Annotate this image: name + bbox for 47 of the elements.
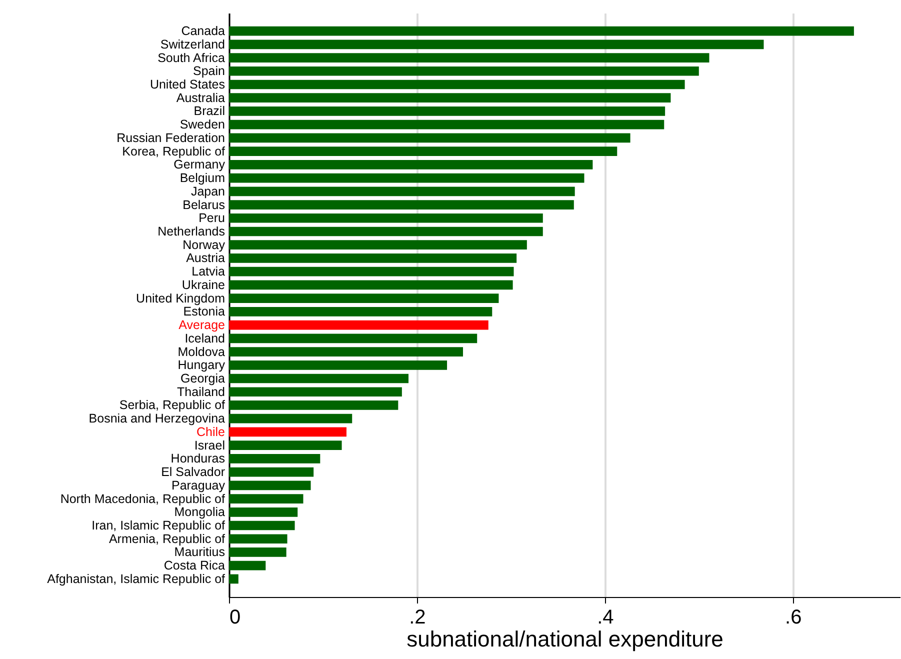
x-tick-label: .2: [409, 606, 426, 628]
y-tick-label: United Kingdom: [136, 291, 225, 306]
y-tick-label: Honduras: [170, 452, 225, 466]
y-tick-label: Canada: [181, 24, 226, 38]
y-tick-label: Estonia: [183, 304, 226, 319]
y-tick-label: Sweden: [180, 118, 226, 132]
y-tick-label: Israel: [194, 438, 225, 452]
y-tick-label: Armenia, Republic of: [108, 532, 226, 546]
y-tick-label: Belarus: [182, 198, 225, 212]
y-tick-label: Norway: [182, 238, 226, 252]
y-tick-label: Austria: [186, 251, 226, 266]
y-tick-label: Germany: [174, 158, 226, 172]
y-tick-label: Paraguay: [171, 478, 226, 492]
y-tick-label: Australia: [176, 90, 226, 105]
y-tick-label: Korea, Republic of: [122, 144, 226, 158]
y-tick-label: Mongolia: [174, 505, 226, 520]
x-tick-label: .6: [785, 606, 802, 628]
y-tick-label: Georgia: [180, 372, 226, 386]
y-tick-label: Thailand: [177, 384, 226, 399]
y-tick-label: Iceland: [184, 331, 226, 346]
x-tick-label: 0: [230, 606, 241, 628]
y-tick-label: South Africa: [158, 50, 226, 65]
y-tick-label: Japan: [190, 184, 226, 198]
y-tick-label: Ukraine: [182, 278, 226, 292]
y-tick-label: Serbia, Republic of: [119, 398, 226, 412]
y-tick-label: Costa Rica: [164, 558, 226, 573]
x-tick-label: .4: [597, 606, 614, 628]
x-axis-title: subnational/national expenditure: [406, 626, 724, 652]
y-tick-label: Iran, Islamic Republic of: [92, 518, 226, 533]
y-tick-label: Russian Federation: [116, 130, 226, 145]
y-tick-label: United States: [150, 77, 225, 92]
y-tick-label: Chile: [196, 424, 226, 439]
y-tick-label: Belgium: [180, 171, 225, 186]
y-tick-label: Netherlands: [158, 224, 225, 238]
y-tick-label: Mauritius: [174, 545, 225, 560]
y-tick-label: Latvia: [192, 264, 226, 279]
y-tick-label: Moldova: [178, 344, 226, 359]
y-tick-label: Afghanistan, Islamic Republic of: [47, 572, 226, 586]
y-tick-label: Switzerland: [160, 37, 226, 52]
y-tick-label: El Salvador: [161, 465, 225, 480]
y-tick-label: Peru: [198, 211, 226, 226]
y-tick-label: Bosnia and Herzegovina: [88, 412, 226, 426]
y-tick-label: Brazil: [194, 104, 225, 118]
y-tick-label: Hungary: [178, 358, 226, 372]
y-tick-label: Spain: [193, 64, 226, 78]
y-tick-label: North Macedonia, Republic of: [60, 492, 226, 506]
y-tick-label: Average: [178, 318, 226, 332]
